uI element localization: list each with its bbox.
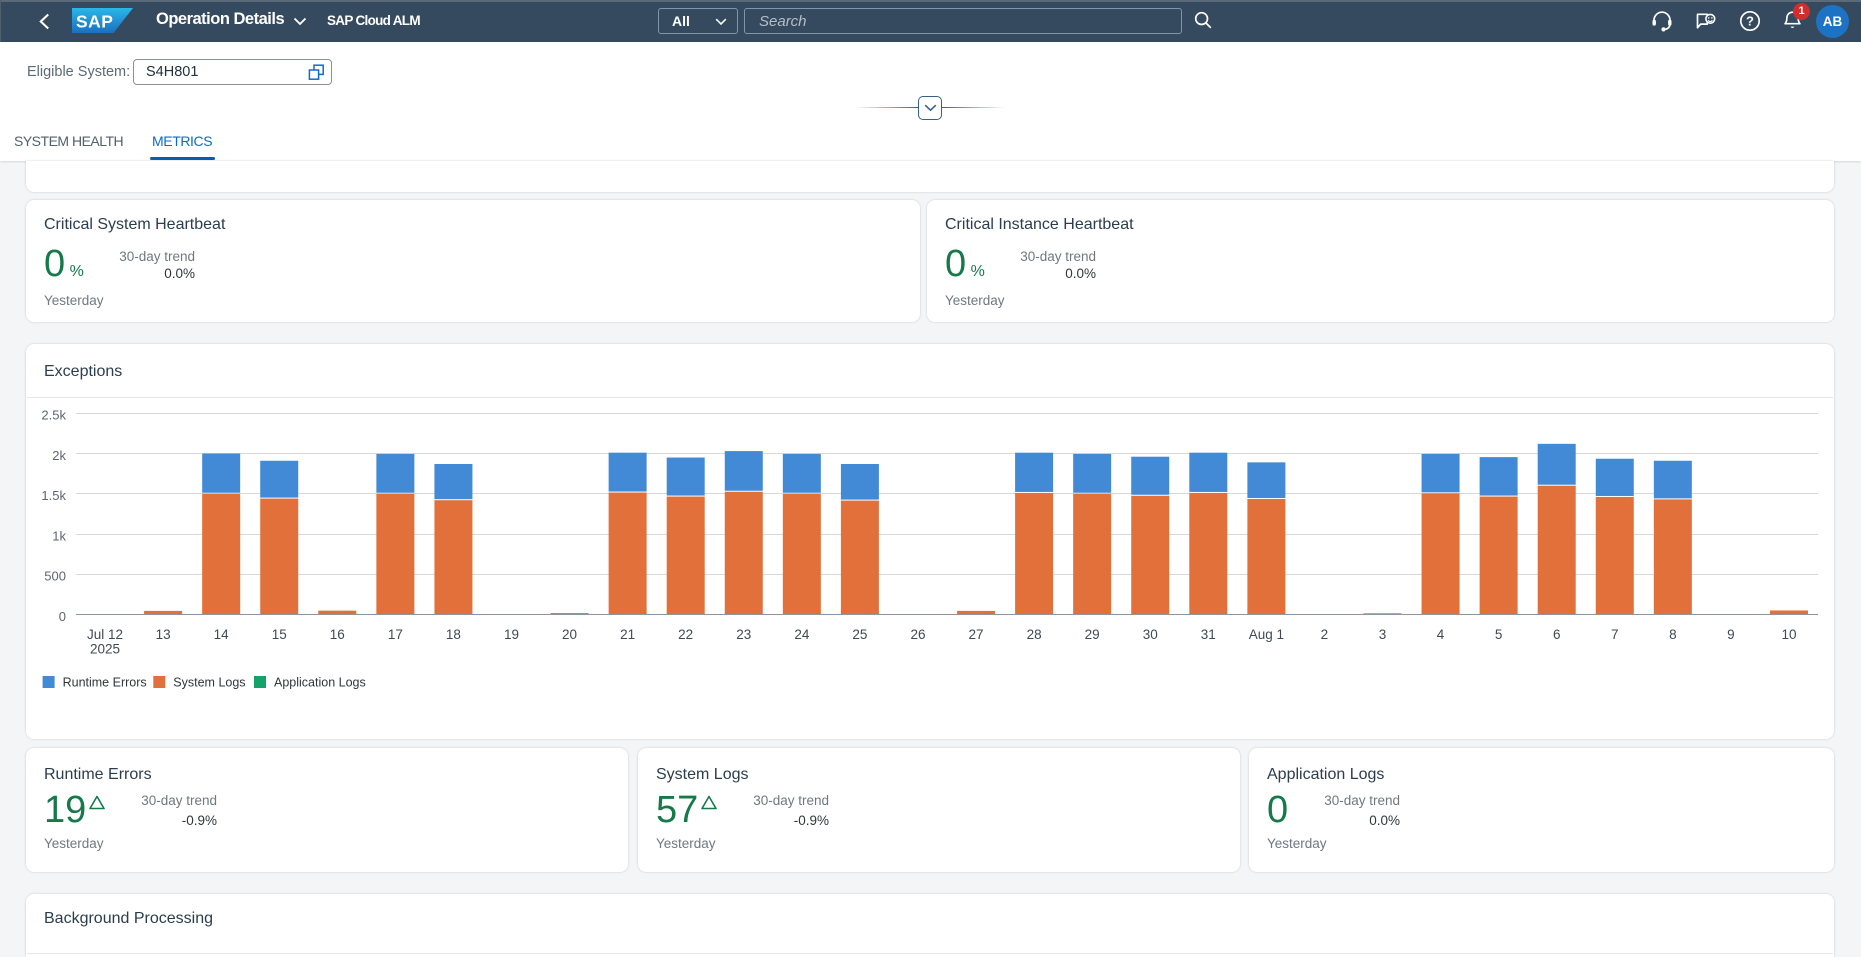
svg-text:5: 5 [1495,627,1503,642]
svg-text:500: 500 [44,569,66,584]
svg-text:0: 0 [59,609,66,624]
svg-text:16: 16 [330,627,345,642]
svg-text:22: 22 [678,627,693,642]
svg-text:System Logs: System Logs [173,676,245,690]
svg-text:13: 13 [156,627,171,642]
svg-text:28: 28 [1027,627,1042,642]
svg-text:17: 17 [388,627,403,642]
svg-text:15: 15 [272,627,287,642]
svg-text:10: 10 [1781,627,1796,642]
svg-text:7: 7 [1611,627,1619,642]
svg-text:26: 26 [910,627,925,642]
svg-text:Runtime Errors: Runtime Errors [63,676,147,690]
svg-text:21: 21 [620,627,635,642]
svg-text:3: 3 [1379,627,1387,642]
svg-text:2.5k: 2.5k [41,408,66,423]
svg-text:2k: 2k [52,448,66,463]
svg-text:27: 27 [969,627,984,642]
svg-text:Application Logs: Application Logs [274,676,366,690]
svg-text:29: 29 [1085,627,1100,642]
svg-text:24: 24 [794,627,810,642]
svg-text:23: 23 [736,627,751,642]
svg-text:Aug 1: Aug 1 [1249,627,1284,642]
svg-text:SAP: SAP [76,12,113,32]
svg-text:?: ? [1746,14,1754,29]
svg-text:20: 20 [562,627,577,642]
svg-text:2025: 2025 [90,642,120,657]
svg-text:14: 14 [214,627,230,642]
svg-text:25: 25 [852,627,867,642]
svg-text:18: 18 [446,627,461,642]
svg-text:19: 19 [504,627,519,642]
svg-text:6: 6 [1553,627,1561,642]
svg-text:31: 31 [1201,627,1216,642]
svg-text:4: 4 [1437,627,1445,642]
svg-text:8: 8 [1669,627,1677,642]
svg-text:9: 9 [1727,627,1735,642]
svg-text:Jul 12: Jul 12 [87,627,123,642]
svg-text:1k: 1k [52,528,66,543]
svg-text:30: 30 [1143,627,1158,642]
svg-text:2: 2 [1321,627,1329,642]
svg-text:1.5k: 1.5k [41,488,66,503]
